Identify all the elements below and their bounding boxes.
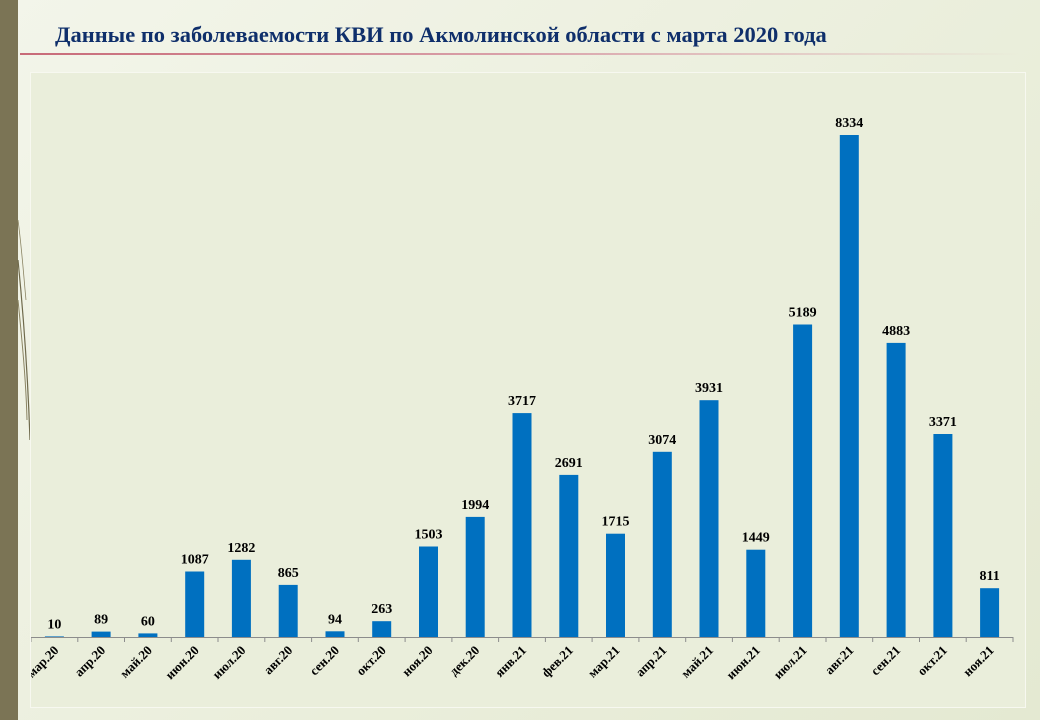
bar-13 [652,451,672,637]
bar-17 [839,135,859,637]
x-tick-label-3: июн.20 [162,643,202,683]
data-label-19: 3371 [929,415,957,430]
data-label-0: 10 [47,617,61,632]
bar-2 [138,633,158,637]
bar-15 [746,549,766,637]
bar-16 [793,324,813,637]
data-label-4: 1282 [227,541,255,556]
title-underline [20,53,1020,55]
x-tick-label-7: окт.20 [353,643,389,679]
data-label-11: 2691 [555,456,583,471]
x-tick-label-2: май.20 [117,643,155,681]
x-tick-label-0: мар.20 [31,643,62,681]
data-label-14: 3931 [695,381,723,396]
bar-8 [419,546,438,637]
x-tick-label-11: фев.21 [538,643,576,681]
bar-11 [559,474,579,637]
data-label-1: 89 [94,613,108,628]
x-tick-label-17: авг.21 [822,643,857,678]
bar-10 [512,413,532,637]
bar-6 [325,631,345,637]
data-label-6: 94 [328,612,342,627]
x-tick-label-14: май.21 [678,643,716,681]
data-label-18: 4883 [882,324,910,339]
x-tick-label-1: апр.20 [71,643,108,680]
decorative-grass-lines [17,219,31,441]
x-tick-label-12: мар.21 [585,643,623,681]
x-tick-label-4: июл.20 [209,643,248,682]
x-tick-label-9: дек.20 [446,643,482,679]
chart-frame: 10 89 60 1087 1282 865 94 263 1503 1994 3717 2691 17… [30,72,1026,708]
data-label-3: 1087 [181,553,209,568]
bar-5 [278,584,298,637]
x-tick-label-20: ноя.21 [960,643,997,680]
data-label-12: 1715 [602,515,630,530]
data-label-5: 865 [278,566,299,581]
bar-4 [231,559,251,637]
bar-20 [980,588,1000,637]
x-tick-labels-layer: мар.20 апр.20 май.20 июн.20 июл.20 авг.20 сен.… [31,643,997,683]
data-label-10: 3717 [508,394,536,409]
bar-12 [606,533,625,637]
data-label-8: 1503 [415,528,443,543]
chart-title: Данные по заболеваемости КВИ по Акмолинс… [55,22,827,47]
bar-7 [372,621,392,637]
x-tick-label-5: авг.20 [261,643,296,678]
left-decorative-band [0,0,18,720]
bar-1 [91,631,111,637]
bar-9 [465,516,485,637]
x-tick-label-10: янв.21 [492,643,529,680]
data-label-13: 3074 [648,433,676,448]
x-tick-label-6: сен.20 [306,643,342,679]
data-label-7: 263 [371,602,392,617]
x-tick-label-15: июн.21 [723,643,763,683]
x-ticks-layer [31,637,1014,642]
bar-3 [185,571,205,637]
x-tick-label-18: сен.21 [868,643,904,679]
bars-layer [44,135,1000,637]
bar-19 [933,434,953,637]
data-label-2: 60 [141,614,155,629]
data-label-17: 8334 [835,116,863,131]
data-label-20: 811 [979,569,999,584]
data-label-16: 5189 [789,306,817,321]
x-tick-label-13: апр.21 [632,643,669,680]
x-tick-label-16: июл.21 [770,643,809,682]
data-labels-layer: 10 89 60 1087 1282 865 94 263 1503 1994 3717 2691 17… [47,116,999,632]
bar-chart: 10 89 60 1087 1282 865 94 263 1503 1994 3717 2691 17… [31,116,1014,683]
x-tick-label-8: ноя.20 [399,643,436,680]
bar-0 [44,636,64,637]
bar-14 [699,400,719,637]
data-label-9: 1994 [461,498,489,513]
data-label-15: 1449 [742,531,770,546]
x-tick-label-19: окт.21 [914,643,950,679]
bar-18 [886,342,906,637]
